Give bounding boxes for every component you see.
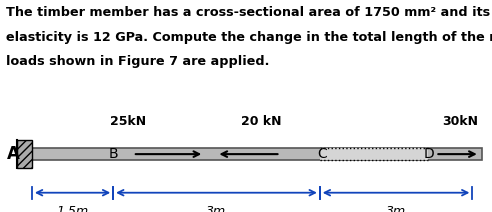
Text: 25kN: 25kN [110,115,146,128]
Text: 3m: 3m [386,205,406,212]
Text: 1.5m: 1.5m [57,205,89,212]
Text: 3m: 3m [207,205,226,212]
Text: elasticity is 12 GPa. Compute the change in the total length of the member after: elasticity is 12 GPa. Compute the change… [6,31,492,44]
Bar [320,148,428,160]
Text: 20 kN: 20 kN [241,115,281,128]
Text: B: B [108,147,118,161]
Text: loads shown in Figure 7 are applied.: loads shown in Figure 7 are applied. [6,55,269,68]
Bar [17,141,32,168]
Text: 30kN: 30kN [442,115,478,128]
Text: The timber member has a cross-sectional area of 1750 mm² and its modulus of: The timber member has a cross-sectional … [6,6,492,19]
Text: D: D [424,147,434,161]
Text: A: A [7,145,20,163]
Text: C: C [317,147,327,161]
Bar [32,148,482,160]
